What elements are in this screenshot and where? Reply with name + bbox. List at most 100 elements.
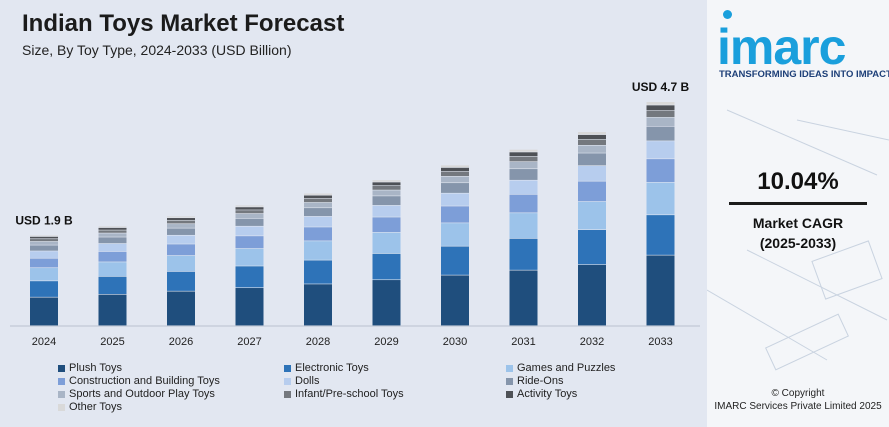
bar-segment-2033-9 xyxy=(646,105,675,111)
background-sketch-decoration xyxy=(707,109,889,371)
bar-segment-2026-7 xyxy=(167,224,195,228)
legend-item: Construction and Building Toys xyxy=(58,375,220,387)
x-tick-label-2025: 2025 xyxy=(100,336,124,348)
total-annotation-2033: USD 4.7 B xyxy=(632,80,690,94)
legend-label: Other Toys xyxy=(69,401,122,413)
bar-segment-2030-9 xyxy=(441,167,469,172)
legend-item: Sports and Outdoor Play Toys xyxy=(58,388,215,400)
bar-segment-2028-9 xyxy=(304,195,332,199)
page-subtitle: Size, By Toy Type, 2024-2033 (USD Billio… xyxy=(22,42,292,58)
legend-item: Activity Toys xyxy=(506,388,577,400)
bar-segment-2025-9 xyxy=(98,227,127,230)
bar-segment-2033-5 xyxy=(646,141,675,159)
bar-segment-2031-8 xyxy=(509,156,538,162)
bar-segment-2024-10 xyxy=(30,235,58,237)
bar-segment-2032-7 xyxy=(578,145,606,153)
bar-segment-2028-10 xyxy=(304,193,332,195)
bar-segment-2031-7 xyxy=(509,162,538,169)
bar-segment-2025-7 xyxy=(98,233,127,237)
x-tick-label-2033: 2033 xyxy=(648,336,672,348)
bar-segment-2032-4 xyxy=(578,181,606,202)
legend-label: Construction and Building Toys xyxy=(69,375,220,387)
bar-segment-2025-4 xyxy=(98,251,127,262)
bar-segment-2024-1 xyxy=(30,297,58,326)
bar-segment-2027-1 xyxy=(235,288,264,326)
legend-item: Plush Toys xyxy=(58,362,122,374)
bar-segment-2028-1 xyxy=(304,284,332,326)
bar-segment-2033-2 xyxy=(646,215,675,255)
bar-segment-2026-6 xyxy=(167,228,195,235)
bar-segment-2030-5 xyxy=(441,193,469,206)
bar-segment-2028-3 xyxy=(304,241,332,260)
bar-segment-2033-1 xyxy=(646,255,675,326)
bar-segment-2024-5 xyxy=(30,251,58,258)
bar-segment-2029-6 xyxy=(372,196,401,206)
bar-segment-2029-7 xyxy=(372,190,401,196)
bar-segment-2025-10 xyxy=(98,226,127,228)
bar-segment-2030-8 xyxy=(441,171,469,177)
legend-swatch xyxy=(506,377,513,385)
x-tick-label-2030: 2030 xyxy=(443,336,467,348)
legend-item: Ride-Ons xyxy=(506,375,563,387)
x-tick-label-2028: 2028 xyxy=(306,336,330,348)
legend-label: Dolls xyxy=(295,375,320,387)
bar-segment-2033-8 xyxy=(646,110,675,118)
bar-segment-2033-7 xyxy=(646,117,675,127)
bar-segment-2030-6 xyxy=(441,183,469,193)
logo-tagline: TRANSFORMING IDEAS INTO IMPACT xyxy=(719,69,889,80)
bar-segment-2032-6 xyxy=(578,153,606,166)
legend-swatch xyxy=(284,377,291,385)
bar-segment-2032-1 xyxy=(578,264,606,326)
legend-item: Dolls xyxy=(284,375,319,387)
bar-segment-2028-5 xyxy=(304,216,332,227)
bar-segment-2025-1 xyxy=(98,294,127,326)
bar-segment-2027-4 xyxy=(235,236,264,249)
bar-segment-2027-10 xyxy=(235,205,264,207)
bar-segment-2027-8 xyxy=(235,210,264,214)
bar-segment-2025-3 xyxy=(98,262,127,277)
bar-segment-2031-1 xyxy=(509,270,538,326)
bar-segment-2027-7 xyxy=(235,213,264,219)
legend-swatch xyxy=(506,390,513,398)
bar-segment-2026-2 xyxy=(167,271,195,291)
x-tick-label-2024: 2024 xyxy=(32,336,56,348)
bar-segment-2026-5 xyxy=(167,235,195,244)
bar-segment-2026-3 xyxy=(167,255,195,272)
bar-segment-2029-4 xyxy=(372,217,401,233)
bar-segment-2028-4 xyxy=(304,227,332,241)
bar-segment-2031-6 xyxy=(509,169,538,180)
bar-segment-2032-2 xyxy=(578,229,606,265)
bar-segment-2027-3 xyxy=(235,248,264,266)
bar-segment-2032-5 xyxy=(578,165,606,181)
cagr-value: 10.04% xyxy=(757,168,839,195)
bar-segment-2028-7 xyxy=(304,202,332,208)
bar-segment-2026-9 xyxy=(167,218,195,221)
bar-segment-2032-9 xyxy=(578,134,606,140)
bar-segment-2025-2 xyxy=(98,276,127,295)
legend-swatch xyxy=(58,390,65,398)
bar-segment-2024-6 xyxy=(30,245,58,251)
bar-segment-2024-4 xyxy=(30,258,58,268)
bar-segment-2033-3 xyxy=(646,182,675,215)
legend-label: Sports and Outdoor Play Toys xyxy=(69,388,215,400)
legend-label: Electronic Toys xyxy=(295,362,369,374)
bar-segment-2027-6 xyxy=(235,218,264,226)
legend-label: Games and Puzzles xyxy=(517,362,616,374)
legend-swatch xyxy=(284,364,291,372)
bar-segment-2028-8 xyxy=(304,198,332,203)
bar-segment-2026-10 xyxy=(167,216,195,218)
bar-segment-2027-2 xyxy=(235,266,264,288)
legend-item: Infant/Pre-school Toys xyxy=(284,388,404,400)
legend-label: Activity Toys xyxy=(517,388,578,400)
bar-segment-2029-2 xyxy=(372,253,401,280)
bar-segment-2029-9 xyxy=(372,182,401,186)
bar-segment-2025-6 xyxy=(98,237,127,244)
bar-segment-2026-1 xyxy=(167,291,195,326)
bar-segment-2031-4 xyxy=(509,194,538,213)
bar-segment-2026-8 xyxy=(167,220,195,224)
bar-segment-2028-2 xyxy=(304,260,332,284)
cagr-label-line1: Market CAGR xyxy=(752,215,844,231)
bar-segment-2026-4 xyxy=(167,244,195,256)
bar-segment-2031-9 xyxy=(509,152,538,157)
